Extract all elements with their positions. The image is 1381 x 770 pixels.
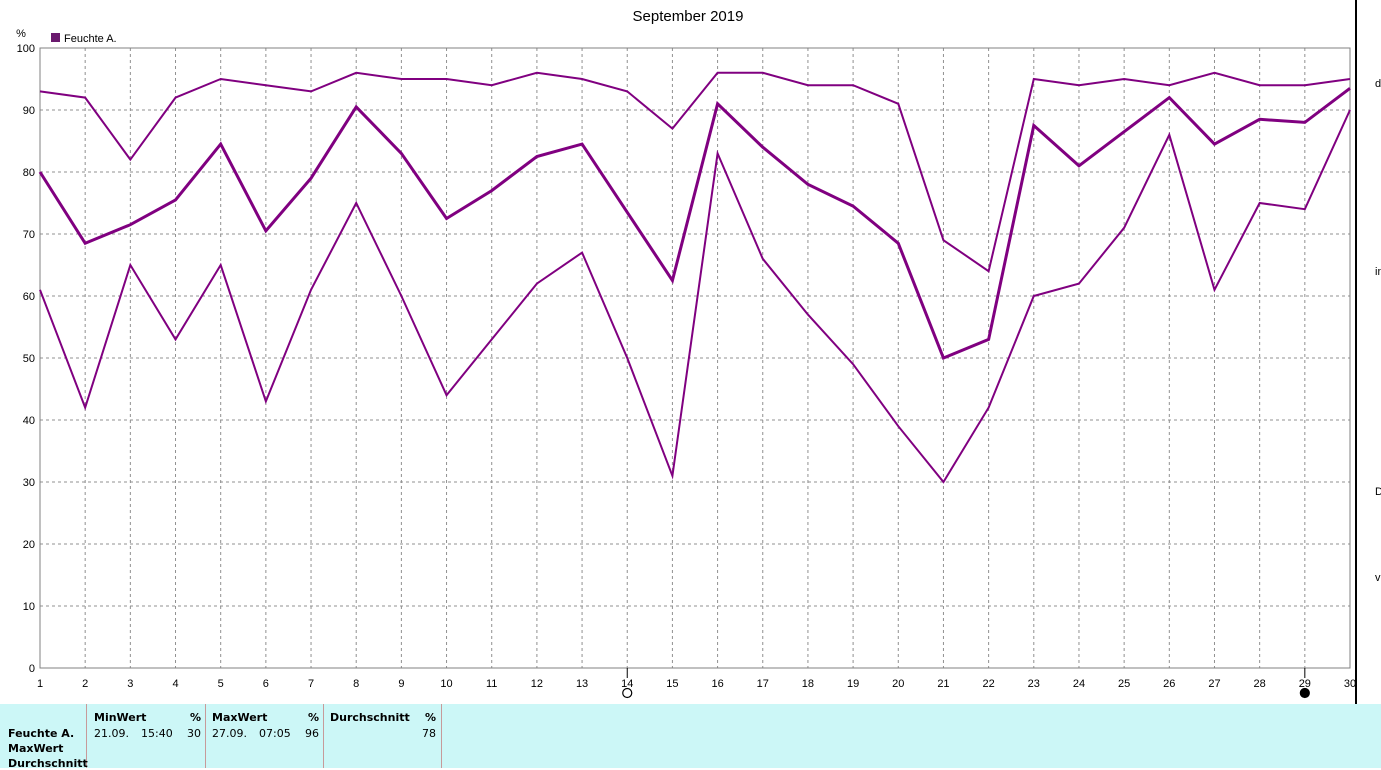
x-tick-label: 18	[802, 678, 814, 690]
y-tick-label: 40	[23, 415, 35, 427]
min-date: 21.09.	[94, 727, 129, 740]
y-tick-label: 80	[23, 167, 35, 179]
grid	[40, 48, 1350, 668]
chart-title: September 2019	[633, 8, 744, 25]
min-time: 15:40	[141, 727, 173, 740]
x-tick-label: 28	[1254, 678, 1266, 690]
x-tick-label: 16	[711, 678, 723, 690]
y-tick-label: 60	[23, 291, 35, 303]
legend-label: Feuchte A.	[64, 33, 117, 45]
min-unit: %	[190, 711, 202, 724]
right-panel-text: D	[1375, 486, 1381, 498]
avg-value: 78	[422, 727, 436, 740]
plot-frame	[39, 47, 1351, 669]
y-tick-label: 0	[29, 663, 35, 675]
x-tick-label: 15	[666, 678, 678, 690]
x-tick-label: 3	[127, 678, 133, 690]
x-tick-label: 8	[353, 678, 359, 690]
x-tick-label: 13	[576, 678, 588, 690]
x-tick-label: 25	[1118, 678, 1130, 690]
stats-avg-column: Durchschnitt % 78	[324, 704, 442, 768]
stats-panel: Feuchte A. MaxWert Durchschnitt MinWert …	[0, 704, 1381, 770]
x-tick-label: 4	[172, 678, 178, 690]
x-tick-label: 1	[37, 678, 43, 690]
x-tick-label: 17	[757, 678, 769, 690]
y-axis: 0 10 20 30 40 50 60 70 80 90 100	[17, 43, 35, 675]
x-tick-label: 24	[1073, 678, 1085, 690]
right-panel-text: vi	[1375, 572, 1381, 584]
y-tick-label: 10	[23, 601, 35, 613]
right-panel-edge	[1355, 0, 1381, 704]
y-tick-label: 30	[23, 477, 35, 489]
series-group	[38, 71, 1351, 484]
row-label-feuchte: Feuchte A.	[8, 727, 75, 740]
x-tick-label: 22	[982, 678, 994, 690]
max-unit: %	[308, 711, 320, 724]
row-label-durchschnitt: Durchschnitt	[8, 757, 88, 770]
x-tick-label: 6	[263, 678, 269, 690]
x-tick-label: 19	[847, 678, 859, 690]
max-value: 96	[305, 727, 319, 740]
series-line-avg	[38, 87, 1351, 360]
y-tick-label: 50	[23, 353, 35, 365]
x-tick-label: 14	[621, 678, 633, 690]
y-tick-label: 90	[23, 105, 35, 117]
stats-labels-column: Feuchte A. MaxWert Durchschnitt	[0, 704, 88, 770]
series-line-min	[39, 109, 1351, 484]
y-tick-label: 100	[17, 43, 35, 55]
x-tick-label: 26	[1163, 678, 1175, 690]
x-axis: 1 2 3 4 5 6 7 8 9 10 11 12 13 14 15 16 17 18 19 20 21 22 23 24 2…	[37, 678, 1355, 690]
x-tick-label: 27	[1208, 678, 1220, 690]
avg-header: Durchschnitt	[330, 711, 410, 724]
y-tick-label: 20	[23, 539, 35, 551]
x-tick-label: 10	[440, 678, 452, 690]
x-tick-label: 20	[892, 678, 904, 690]
x-tick-label: 7	[308, 678, 314, 690]
x-tick-label: 23	[1028, 678, 1040, 690]
y-tick-label: 70	[23, 229, 35, 241]
marker-group	[622, 668, 1310, 699]
x-tick-label: 11	[486, 678, 497, 690]
chart: September 2019 % Feuchte A. 0 10 20 30 40 50 6…	[16, 8, 1355, 699]
series-line-max	[39, 71, 1351, 273]
x-tick-label: 2	[82, 678, 88, 690]
stats-max-column: MaxWert % 27.09. 07:05 96	[206, 704, 324, 768]
y-axis-unit: %	[16, 28, 26, 40]
min-header: MinWert	[94, 711, 147, 724]
avg-unit: %	[425, 711, 437, 724]
x-tick-label: 12	[531, 678, 543, 690]
legend-swatch	[51, 33, 60, 42]
max-header: MaxWert	[212, 711, 268, 724]
x-tick-label: 30	[1344, 678, 1355, 690]
max-date: 27.09.	[212, 727, 247, 740]
x-tick-label: 21	[937, 678, 949, 690]
row-label-maxwert: MaxWert	[8, 742, 64, 755]
x-tick-label: 9	[398, 678, 404, 690]
max-time: 07:05	[259, 727, 291, 740]
right-panel-text: d	[1375, 78, 1381, 90]
x-tick-label: 29	[1299, 678, 1311, 690]
right-panel-text: in	[1375, 266, 1381, 278]
filled-circle-marker	[1299, 687, 1310, 699]
x-tick-label: 5	[218, 678, 224, 690]
stats-min-column: MinWert % 21.09. 15:40 30	[87, 704, 206, 768]
min-value: 30	[187, 727, 201, 740]
open-circle-marker	[622, 687, 633, 699]
